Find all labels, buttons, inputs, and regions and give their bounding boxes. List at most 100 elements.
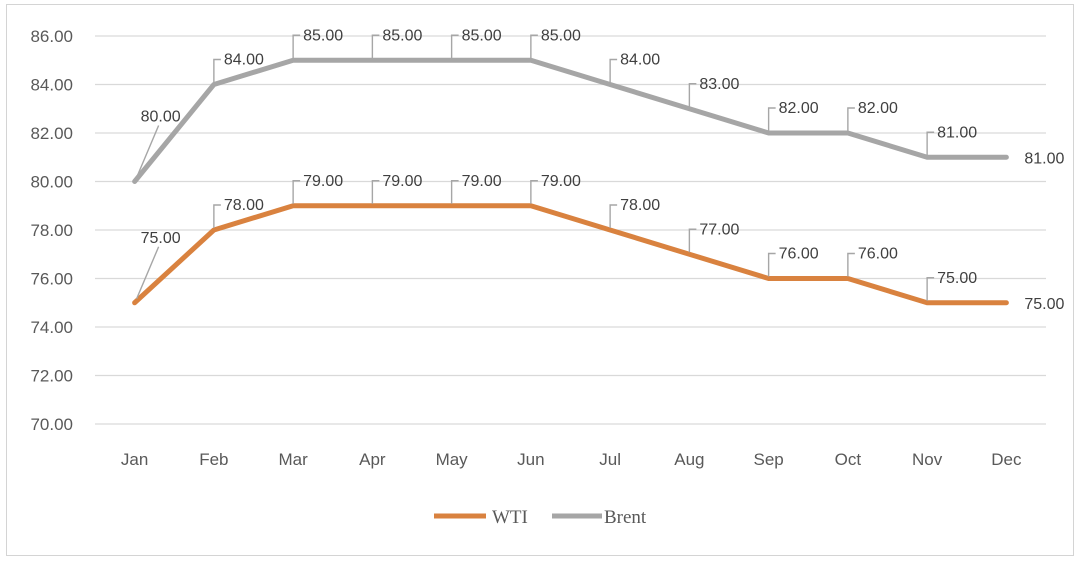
- data-label-text: 82.00: [779, 100, 819, 117]
- data-label-wti-sep: 76.00: [767, 246, 819, 277]
- x-axis-tick-labels: Jan Feb Mar Apr May Jun Jul Aug Sep Oct Nov Dec: [121, 450, 1022, 469]
- data-label-text: 81.00: [1024, 150, 1064, 167]
- data-label-wti-aug: 77.00: [688, 221, 740, 253]
- grid-lines: [95, 35, 1046, 425]
- leader-line: [926, 277, 935, 301]
- data-label-brent-mar: 85.00: [292, 27, 343, 59]
- y-tick-label: 74.00: [30, 318, 73, 337]
- y-tick-label: 82.00: [30, 124, 73, 143]
- data-label-brent-aug: 83.00: [688, 76, 740, 107]
- data-label-brent-nov: 81.00: [926, 124, 977, 156]
- y-tick-label: 84.00: [30, 76, 73, 95]
- leader-line: [135, 246, 160, 300]
- y-tick-label: 80.00: [30, 173, 73, 192]
- data-label-text: 83.00: [699, 76, 739, 93]
- data-label-text: 85.00: [382, 27, 422, 44]
- data-label-text: 75.00: [937, 270, 977, 287]
- leader-line: [688, 228, 697, 253]
- data-label-text: 82.00: [858, 100, 898, 117]
- data-label-text: 81.00: [937, 124, 977, 141]
- data-label-brent-jan: 80.00: [135, 109, 181, 178]
- leader-line: [530, 180, 538, 204]
- chart-frame: [6, 4, 1074, 556]
- x-tick-label-sep: Sep: [754, 450, 784, 469]
- data-label-text: 75.00: [141, 230, 181, 247]
- leader-line: [847, 252, 855, 277]
- y-tick-label: 72.00: [30, 367, 73, 386]
- leader-line: [609, 204, 618, 228]
- data-label-brent-dec: 81.00: [1024, 150, 1064, 167]
- y-axis-tick-labels: 70.00 72.00 74.00 76.00 78.00 80.00 82.00 84.00…: [30, 27, 73, 434]
- data-label-wti-dec: 75.00: [1024, 296, 1064, 313]
- x-tick-label-apr: Apr: [359, 450, 386, 469]
- data-label-text: 76.00: [779, 246, 819, 263]
- data-label-brent-oct: 82.00: [847, 100, 898, 131]
- data-label-text: 84.00: [620, 52, 660, 69]
- data-label-brent-feb: 84.00: [213, 52, 264, 83]
- data-label-text: 79.00: [462, 173, 502, 190]
- legend: WTI Brent: [434, 507, 647, 528]
- leader-line: [135, 125, 160, 178]
- x-tick-label-may: May: [436, 450, 469, 469]
- x-tick-label-aug: Aug: [674, 450, 704, 469]
- data-label-text: 77.00: [699, 221, 739, 238]
- leader-line: [450, 34, 459, 59]
- leader-line: [926, 131, 935, 156]
- data-label-wti-nov: 75.00: [926, 270, 977, 301]
- data-label-text: 75.00: [1024, 296, 1064, 313]
- x-tick-label-oct: Oct: [835, 450, 862, 469]
- data-label-wti-oct: 76.00: [847, 246, 898, 277]
- leader-line: [213, 58, 221, 83]
- data-label-brent-sep: 82.00: [767, 100, 819, 131]
- data-label-text: 78.00: [224, 197, 264, 214]
- y-tick-label: 78.00: [30, 221, 73, 240]
- leader-line: [609, 58, 618, 83]
- y-tick-label: 76.00: [30, 270, 73, 289]
- data-label-wti-jan: 75.00: [135, 230, 181, 300]
- data-label-text: 80.00: [141, 109, 181, 126]
- series-lines: [132, 57, 1009, 306]
- data-label-text: 79.00: [303, 173, 343, 190]
- x-tick-label-jan: Jan: [121, 450, 148, 469]
- leader-line: [450, 180, 459, 204]
- data-label-text: 85.00: [541, 27, 581, 44]
- data-label-text: 78.00: [620, 197, 660, 214]
- leader-line: [213, 204, 221, 228]
- data-label-text: 85.00: [462, 27, 502, 44]
- leader-line: [530, 34, 538, 59]
- data-label-text: 79.00: [382, 173, 422, 190]
- data-label-brent-apr: 85.00: [371, 27, 423, 59]
- data-label-wti-apr: 79.00: [371, 173, 423, 204]
- x-tick-label-jul: Jul: [599, 450, 621, 469]
- leader-line: [688, 83, 697, 107]
- data-label-wti-mar: 79.00: [292, 173, 343, 204]
- leader-line: [767, 107, 776, 131]
- legend-label-brent: Brent: [604, 507, 647, 528]
- x-tick-label-nov: Nov: [912, 450, 943, 469]
- data-label-wti-jul: 78.00: [609, 197, 660, 228]
- data-label-text: 76.00: [858, 246, 898, 263]
- data-label-text: 85.00: [303, 27, 343, 44]
- leader-line: [371, 34, 380, 59]
- leader-line: [371, 180, 380, 204]
- data-label-brent-jul: 84.00: [609, 52, 660, 83]
- leader-line: [767, 252, 776, 277]
- x-tick-label-jun: Jun: [517, 450, 544, 469]
- x-tick-label-feb: Feb: [199, 450, 228, 469]
- data-label-text: 84.00: [224, 52, 264, 69]
- data-label-brent-may: 85.00: [450, 27, 502, 59]
- data-labels: 75.00 78.00 79.00 79.00 79.00 79.00 78.00 77.00…: [135, 27, 1065, 313]
- x-tick-label-mar: Mar: [278, 450, 308, 469]
- data-label-brent-jun: 85.00: [530, 27, 581, 59]
- legend-label-wti: WTI: [492, 507, 528, 528]
- data-label-wti-may: 79.00: [450, 173, 502, 204]
- data-label-wti-jun: 79.00: [530, 173, 581, 204]
- y-tick-label: 70.00: [30, 415, 73, 434]
- y-tick-label: 86.00: [30, 27, 73, 46]
- data-label-wti-feb: 78.00: [213, 197, 264, 228]
- leader-line: [292, 180, 301, 204]
- leader-line: [847, 107, 855, 131]
- data-label-text: 79.00: [541, 173, 581, 190]
- leader-line: [292, 34, 301, 59]
